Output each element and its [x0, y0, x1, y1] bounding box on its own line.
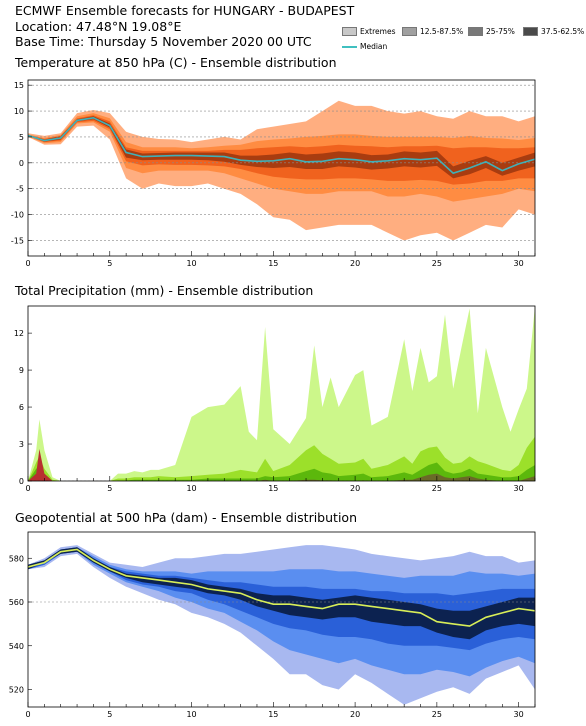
band-extremes-precipitation — [28, 306, 535, 481]
x-tick-label-geopotential: 30 — [514, 710, 524, 719]
band-p12-precipitation — [28, 436, 535, 481]
legend-item-p12: 12.5-87.5% — [402, 27, 463, 36]
median-line-geopotential — [28, 548, 535, 627]
x-tick-label-geopotential: 25 — [432, 710, 442, 719]
plot-precipitation — [28, 306, 535, 481]
y-tick-label-temperature: 0 — [19, 159, 24, 168]
header: ECMWF Ensemble forecasts for HUNGARY - B… — [15, 3, 354, 50]
y-tick-label-precipitation: 6 — [19, 403, 24, 412]
legend-label-p12: 12.5-87.5% — [420, 27, 464, 36]
x-tick-label-temperature: 15 — [268, 259, 278, 268]
legend-item-p25: 25-75% — [468, 27, 515, 36]
legend-item-extremes: Extremes — [342, 27, 395, 36]
y-tick-label-temperature: 15 — [14, 81, 24, 90]
x-tick-label-precipitation: 15 — [268, 484, 278, 493]
legend-label-p37: 37.5-62.5% — [541, 27, 585, 36]
y-tick-label-temperature: 5 — [19, 133, 24, 142]
y-tick-label-precipitation: 0 — [19, 477, 24, 486]
x-tick-label-precipitation: 30 — [514, 484, 524, 493]
legend-line-median — [342, 45, 357, 48]
chart-geopotential: 0 5 10 15 20 25 30 520 540 560 580 — [9, 531, 536, 719]
x-tick-label-geopotential: 20 — [350, 710, 360, 719]
plot-geopotential — [28, 545, 535, 705]
x-tick-label-precipitation: 0 — [25, 484, 30, 493]
plot-frame-temperature — [27, 79, 536, 257]
legend-swatch-p37 — [523, 27, 538, 36]
header-base-time: Base Time: Thursday 5 November 2020 00 U… — [15, 34, 312, 49]
y-tick-label-geopotential: 520 — [9, 686, 24, 695]
x-tick-label-temperature: 0 — [25, 259, 30, 268]
y-tick-label-geopotential: 540 — [9, 642, 24, 651]
legend-swatch-extremes — [342, 27, 357, 36]
legend-label-extremes: Extremes — [360, 27, 396, 36]
header-title: ECMWF Ensemble forecasts for HUNGARY - B… — [15, 3, 355, 18]
median-line-temperature — [28, 116, 535, 175]
band-p25-temperature — [28, 115, 535, 185]
y-tick-label-temperature: 10 — [14, 107, 24, 116]
y-tick-label-temperature: -15 — [11, 236, 24, 245]
x-tick-label-temperature: 25 — [432, 259, 442, 268]
legend-swatch-p25 — [468, 27, 483, 36]
plot-frame-precipitation — [27, 305, 536, 482]
x-tick-label-precipitation: 5 — [107, 484, 112, 493]
x-tick-label-temperature: 20 — [350, 259, 360, 268]
chart-title-precipitation: Total Precipitation (mm) - Ensemble dist… — [15, 283, 314, 298]
y-tick-label-temperature: -10 — [11, 211, 24, 220]
plot-frame-geopotential — [27, 531, 536, 708]
x-tick-label-geopotential: 0 — [25, 710, 30, 719]
x-tick-label-precipitation: 20 — [350, 484, 360, 493]
chart-title-temperature: Temperature at 850 hPa (C) - Ensemble di… — [15, 55, 337, 70]
legend-label-median: Median — [360, 42, 388, 51]
x-tick-label-geopotential: 10 — [186, 710, 196, 719]
plot-temperature — [28, 84, 535, 241]
band-p25-precipitation — [28, 462, 535, 481]
x-tick-label-temperature: 30 — [514, 259, 524, 268]
x-tick-label-precipitation: 10 — [186, 484, 196, 493]
x-tick-label-geopotential: 15 — [268, 710, 278, 719]
x-tick-label-precipitation: 25 — [432, 484, 442, 493]
y-tick-label-temperature: -5 — [16, 185, 24, 194]
legend-item-median: Median — [342, 42, 387, 51]
y-tick-label-precipitation: 9 — [19, 366, 24, 375]
x-tick-label-temperature: 5 — [107, 259, 112, 268]
x-tick-label-geopotential: 5 — [107, 710, 112, 719]
header-location: Location: 47.48°N 19.08°E — [15, 18, 182, 34]
y-tick-label-geopotential: 580 — [9, 554, 24, 563]
band-p37-geopotential — [28, 547, 535, 640]
legend-item-p37: 37.5-62.5% — [523, 27, 584, 36]
legend-label-p25: 25-75% — [486, 27, 515, 36]
chart-title-geopotential: Geopotential at 500 hPa (dam) - Ensemble… — [15, 510, 357, 525]
y-tick-label-precipitation: 12 — [14, 329, 24, 338]
chart-temperature: 0 5 10 15 20 25 30 -15 -10 -5 0 5 10 15 — [11, 79, 536, 268]
legend: Extremes 12.5-87.5% 25-75% 37.5-62.5% Me… — [340, 27, 585, 55]
chart-precipitation: 0 5 10 15 20 25 30 0 3 6 9 12 — [14, 305, 536, 493]
y-tick-label-geopotential: 560 — [9, 598, 24, 607]
band-p37-precipitation — [28, 473, 535, 481]
x-tick-label-temperature: 10 — [186, 259, 196, 268]
legend-swatch-p12 — [402, 27, 417, 36]
y-tick-label-precipitation: 3 — [19, 440, 24, 449]
